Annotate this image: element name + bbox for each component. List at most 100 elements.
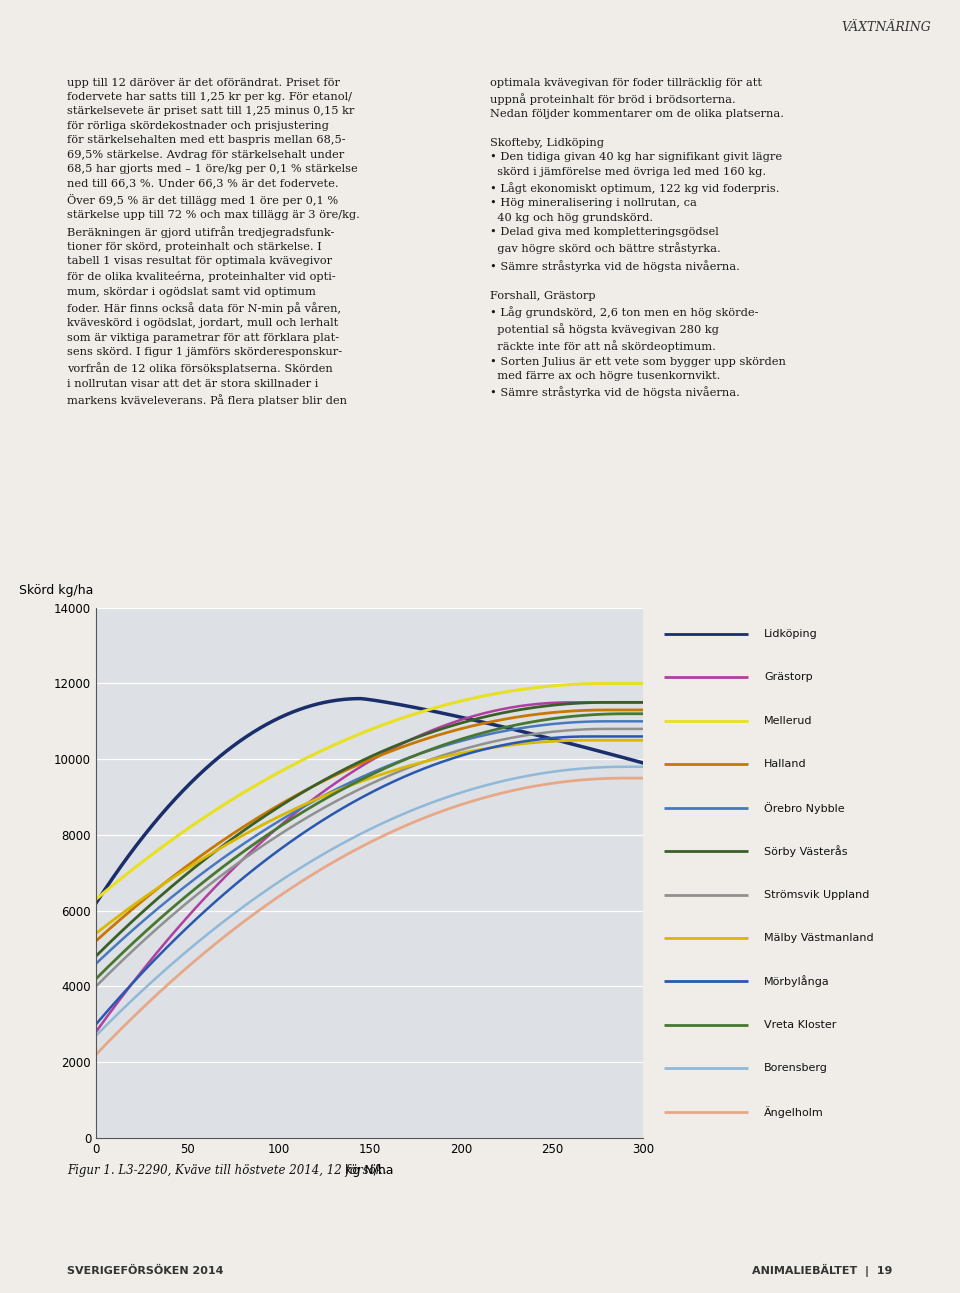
Lidköping bbox=[621, 751, 633, 767]
Grästorp bbox=[637, 694, 649, 710]
Text: Mälby Västmanland: Mälby Västmanland bbox=[764, 934, 874, 943]
Line: Borensberg: Borensberg bbox=[96, 767, 643, 1036]
Mellerud bbox=[622, 676, 634, 692]
Strömsvik Uppland bbox=[356, 780, 368, 795]
Text: Strömsvik Uppland: Strömsvik Uppland bbox=[764, 890, 870, 900]
Line: Mörbylånga: Mörbylånga bbox=[96, 737, 643, 1024]
Text: Grästorp: Grästorp bbox=[764, 672, 813, 683]
Örebro Nybble bbox=[356, 769, 368, 785]
Mellerud bbox=[601, 676, 612, 692]
Text: Vreta Kloster: Vreta Kloster bbox=[764, 1020, 836, 1029]
Line: Lidköping: Lidköping bbox=[96, 698, 643, 903]
Text: optimala kvävegivan för foder tillräcklig för att
uppnå proteinhalt för bröd i b: optimala kvävegivan för foder tillräckli… bbox=[490, 78, 785, 398]
Lidköping bbox=[354, 690, 366, 706]
Halland bbox=[521, 707, 533, 723]
Borensberg bbox=[621, 759, 633, 775]
Mörbylånga bbox=[637, 729, 649, 745]
Örebro Nybble bbox=[637, 714, 649, 729]
Sörby Västerås bbox=[356, 753, 368, 768]
Mellerud bbox=[342, 732, 353, 747]
Lidköping bbox=[356, 690, 368, 706]
Grästorp bbox=[342, 767, 353, 782]
Strömsvik Uppland bbox=[118, 952, 130, 967]
Vreta Kloster bbox=[521, 715, 533, 731]
Sörby Västerås bbox=[342, 760, 353, 776]
Text: Figur 1. L3-2290, Kväve till höstvete 2014, 12 försök.: Figur 1. L3-2290, Kväve till höstvete 20… bbox=[67, 1164, 387, 1177]
Line: Strömsvik Uppland: Strömsvik Uppland bbox=[96, 729, 643, 987]
Halland bbox=[637, 702, 649, 718]
Vreta Kloster bbox=[622, 706, 634, 721]
Mellerud bbox=[521, 681, 533, 697]
Mörbylånga bbox=[356, 790, 368, 806]
Mörbylånga bbox=[118, 985, 130, 1001]
X-axis label: kg N/ha: kg N/ha bbox=[346, 1164, 394, 1177]
Line: Mälby Västmanland: Mälby Västmanland bbox=[96, 740, 643, 934]
Örebro Nybble bbox=[342, 776, 353, 791]
Mörbylånga bbox=[622, 729, 634, 745]
Mälby Västmanland bbox=[583, 732, 594, 747]
Line: Sörby Västerås: Sörby Västerås bbox=[96, 702, 643, 956]
Sörby Västerås bbox=[521, 701, 533, 716]
Grästorp bbox=[521, 697, 533, 712]
Borensberg bbox=[342, 833, 353, 848]
Text: Skörd kg/ha: Skörd kg/ha bbox=[19, 584, 94, 597]
Borensberg bbox=[118, 1001, 130, 1016]
Text: ANIMALIEBÄLTET  |  19: ANIMALIEBÄLTET | 19 bbox=[753, 1263, 893, 1276]
Line: Mellerud: Mellerud bbox=[96, 684, 643, 900]
Mellerud bbox=[356, 725, 368, 741]
Text: Mellerud: Mellerud bbox=[764, 716, 813, 725]
Text: upp till 12 däröver är det oförändrat. Priset för
fodervete har satts till 1,25 : upp till 12 däröver är det oförändrat. P… bbox=[67, 78, 360, 406]
Mörbylånga bbox=[621, 729, 633, 745]
Ängelholm bbox=[637, 771, 649, 786]
Mörbylånga bbox=[342, 798, 353, 813]
Örebro Nybble bbox=[621, 714, 633, 729]
Text: Borensberg: Borensberg bbox=[764, 1063, 828, 1073]
Text: Sörby Västerås: Sörby Västerås bbox=[764, 846, 848, 857]
Lidköping bbox=[342, 692, 353, 707]
Mörbylånga bbox=[90, 1016, 102, 1032]
Halland bbox=[622, 702, 634, 718]
Strömsvik Uppland bbox=[342, 787, 353, 803]
Mellerud bbox=[118, 869, 130, 884]
Lidköping bbox=[118, 855, 130, 870]
Halland bbox=[90, 934, 102, 949]
Ängelholm bbox=[118, 1019, 130, 1034]
Text: Ängelholm: Ängelholm bbox=[764, 1106, 824, 1117]
Sörby Västerås bbox=[622, 694, 634, 710]
Halland bbox=[601, 702, 612, 718]
Grästorp bbox=[621, 694, 633, 710]
Örebro Nybble bbox=[622, 714, 634, 729]
Halland bbox=[118, 909, 130, 924]
Lidköping bbox=[521, 725, 533, 741]
Sörby Västerås bbox=[118, 922, 130, 937]
Mälby Västmanland bbox=[342, 778, 353, 794]
Mälby Västmanland bbox=[118, 904, 130, 919]
Vreta Kloster bbox=[356, 772, 368, 787]
Ängelholm bbox=[90, 1047, 102, 1063]
Text: Halland: Halland bbox=[764, 759, 806, 769]
Line: Halland: Halland bbox=[96, 710, 643, 941]
Mälby Västmanland bbox=[622, 732, 634, 747]
Sörby Västerås bbox=[637, 694, 649, 710]
Line: Vreta Kloster: Vreta Kloster bbox=[96, 714, 643, 979]
Sörby Västerås bbox=[621, 694, 633, 710]
Vreta Kloster bbox=[342, 778, 353, 794]
Lidköping bbox=[637, 755, 649, 771]
Ängelholm bbox=[619, 771, 631, 786]
Text: Mörbylånga: Mörbylånga bbox=[764, 975, 829, 988]
Strömsvik Uppland bbox=[621, 721, 633, 737]
Vreta Kloster bbox=[619, 706, 631, 721]
Sörby Västerås bbox=[601, 694, 612, 710]
Line: Grästorp: Grästorp bbox=[96, 702, 643, 1032]
Strömsvik Uppland bbox=[90, 979, 102, 994]
Lidköping bbox=[622, 751, 634, 767]
Örebro Nybble bbox=[521, 719, 533, 734]
Halland bbox=[356, 755, 368, 771]
Ängelholm bbox=[356, 839, 368, 855]
Strömsvik Uppland bbox=[601, 721, 612, 737]
Strömsvik Uppland bbox=[637, 721, 649, 737]
Halland bbox=[342, 762, 353, 777]
Line: Örebro Nybble: Örebro Nybble bbox=[96, 721, 643, 963]
Vreta Kloster bbox=[621, 706, 633, 721]
Strömsvik Uppland bbox=[521, 728, 533, 743]
